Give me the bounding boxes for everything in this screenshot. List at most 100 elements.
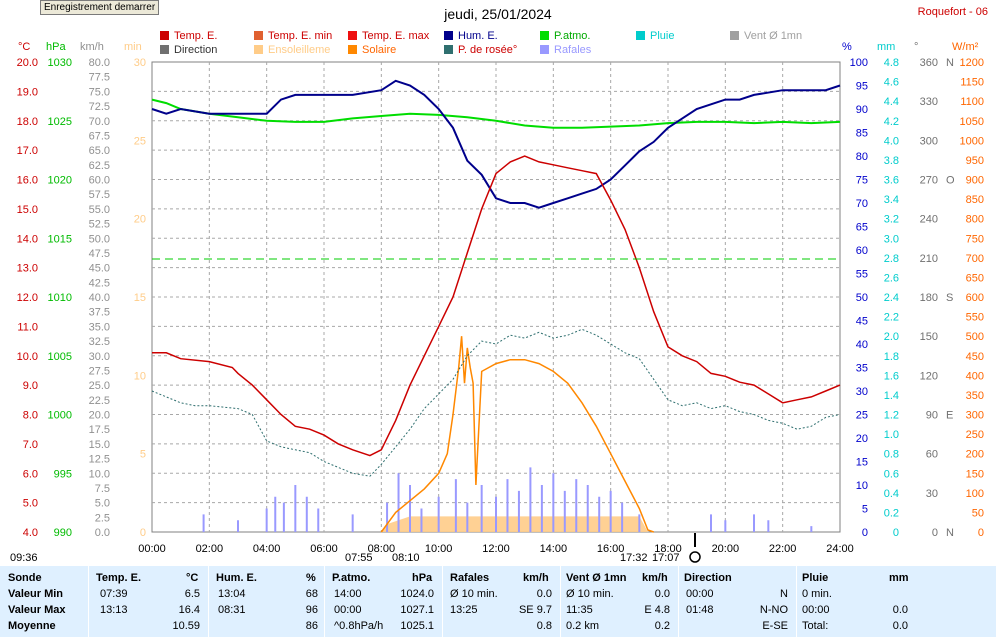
temp-tick: 5.0 — [23, 498, 38, 510]
legend-label: Direction — [174, 44, 218, 56]
wm2-tick: 900 — [966, 175, 984, 187]
kmh-tick: 15.0 — [89, 439, 110, 451]
legend-swatch — [160, 45, 169, 54]
kmh-tick: 35.0 — [89, 321, 110, 333]
stats-cell-raf-b: 0.8 — [536, 620, 552, 632]
legend-label: Rafales — [554, 44, 592, 56]
deg-tick: 150 — [920, 331, 938, 343]
min-tick: 5 — [140, 449, 146, 461]
deg-tick: 270 — [920, 175, 938, 187]
wm2-tick: 800 — [966, 214, 984, 226]
stats-cell-vent-b: E 4.8 — [644, 604, 670, 616]
kmh-tick: 5.0 — [95, 498, 110, 510]
chart-title: jeudi, 25/01/2024 — [444, 6, 552, 22]
pct-tick: 40 — [856, 339, 868, 351]
pct-tick: 20 — [856, 433, 868, 445]
wm2-tick: 700 — [966, 253, 984, 265]
stats-cell-dir-b: E-SE — [762, 620, 788, 632]
mm-tick: 1.6 — [884, 370, 899, 382]
legend-label: Solaire — [362, 44, 397, 56]
temp-tick: 11.0 — [17, 321, 38, 333]
stats-cell-pluie-a: 0 min. — [802, 588, 832, 600]
mm-tick: 4.0 — [884, 135, 899, 147]
mm-tick: 3.8 — [884, 155, 899, 167]
stats-cell-vent-b: 0.0 — [654, 588, 670, 600]
wm2-tick: 450 — [966, 351, 984, 363]
wm2-tick: 1100 — [960, 96, 984, 108]
legend-swatch — [540, 45, 549, 54]
legend-swatch — [540, 31, 549, 40]
header-patmo: P.atmo. — [332, 572, 371, 584]
pct-tick: 0 — [862, 527, 868, 539]
temp-tick: 17.0 — [17, 145, 38, 157]
min-tick: 20 — [134, 214, 146, 226]
stats-cell-raf-a: Ø 10 min. — [450, 588, 498, 600]
temp-tick: 4.0 — [23, 527, 38, 539]
kmh-tick: 40.0 — [89, 292, 110, 304]
dir-letter: O — [946, 175, 955, 187]
deg-tick: 180 — [920, 292, 938, 304]
header-pluie-unit: mm — [889, 572, 909, 584]
deg-tick: 90 — [926, 410, 938, 422]
kmh-tick: 42.5 — [89, 277, 110, 289]
stats-cell-raf-b: 0.0 — [536, 588, 552, 600]
kmh-tick: 62.5 — [89, 160, 110, 172]
sunrise-label: 07:55 — [345, 552, 373, 564]
hpa-unit: hPa — [46, 41, 66, 53]
legend-item: P. de rosée° — [444, 44, 517, 56]
min-tick: 0 — [140, 527, 146, 539]
mm-tick: 0.4 — [884, 488, 899, 500]
wm2-tick: 100 — [966, 488, 984, 500]
temp-tick: 7.0 — [23, 439, 38, 451]
wm2-tick: 0 — [978, 527, 984, 539]
stats-cell-hum-val: 68 — [305, 588, 318, 600]
min-tick: 25 — [134, 135, 146, 147]
header-hum: Hum. E. — [216, 572, 257, 584]
wm2-tick: 550 — [966, 312, 984, 324]
legend-item: Pluie — [636, 30, 674, 42]
mm-tick: 2.6 — [884, 272, 899, 284]
stats-cell-patmo-val: 1025.1 — [400, 620, 434, 632]
temp-tick: 16.0 — [17, 175, 38, 187]
legend-label: Hum. E. — [458, 30, 498, 42]
mm-tick: 1.4 — [884, 390, 899, 402]
mm-tick: 2.2 — [884, 312, 899, 324]
kmh-tick: 70.0 — [89, 116, 110, 128]
kmh-tick: 12.5 — [89, 454, 110, 466]
mm-tick: 4.8 — [884, 57, 899, 69]
kmh-tick: 32.5 — [89, 336, 110, 348]
mm-tick: 3.4 — [884, 194, 899, 206]
wm2-tick: 350 — [966, 390, 984, 402]
temp-tick: 18.0 — [17, 116, 38, 128]
kmh-tick: 10.0 — [89, 468, 110, 480]
series-line-solaire — [380, 336, 654, 533]
wm2-tick: 300 — [966, 410, 984, 422]
header-hum-unit: % — [306, 572, 316, 584]
time-tick: 22:00 — [769, 543, 797, 555]
legend-label: Temp. E. min — [268, 30, 333, 42]
record-button[interactable]: Enregistrement demarrer — [40, 0, 160, 15]
series-line-p-atmo- — [151, 98, 841, 129]
legend-swatch — [254, 31, 263, 40]
deg-tick: 240 — [920, 214, 938, 226]
header-temp: Temp. E. — [96, 572, 142, 584]
header-rafales-unit: km/h — [523, 572, 549, 584]
dir-letter: S — [946, 292, 953, 304]
stats-cell-temp-val: 16.4 — [178, 604, 200, 616]
header-pluie: Pluie — [802, 572, 829, 584]
sunrise2-label: 08:10 — [392, 552, 420, 564]
temp-tick: 13.0 — [17, 263, 38, 275]
time-tick: 18:00 — [654, 543, 682, 555]
kmh-tick: 30.0 — [89, 351, 110, 363]
pct-tick: 75 — [856, 175, 868, 187]
kmh-unit: km/h — [80, 41, 104, 53]
stats-cell-dir-b: N — [780, 588, 788, 600]
wm2-tick: 1200 — [960, 57, 984, 69]
wm2-tick: 150 — [966, 468, 984, 480]
stats-cell-patmo-val: 1024.0 — [400, 588, 434, 600]
stats-cell-hum-time: 08:31 — [218, 604, 246, 616]
wm2-unit: W/m² — [952, 41, 979, 53]
time-tick: 14:00 — [540, 543, 568, 555]
kmh-tick: 57.5 — [89, 189, 110, 201]
pct-tick: 70 — [856, 198, 868, 210]
